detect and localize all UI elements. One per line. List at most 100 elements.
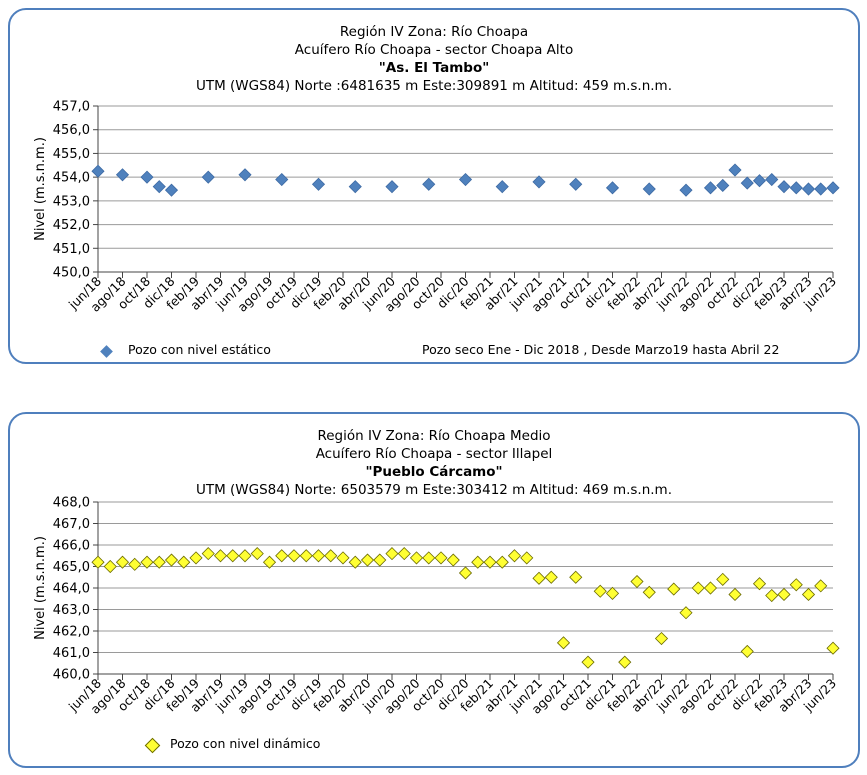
y-tick-label: 451,0 — [53, 242, 90, 257]
data-point — [495, 555, 509, 569]
y-tick-label: 461,0 — [53, 646, 90, 661]
data-point — [91, 164, 105, 178]
y-axis-label: Nivel (m.s.n.m.) — [33, 137, 48, 241]
chart-panel-pueblo-carcamo: Región IV Zona: Río Choapa Medio Acuífer… — [8, 412, 860, 768]
data-point — [826, 641, 840, 655]
data-point — [201, 547, 215, 561]
data-point — [728, 587, 742, 602]
data-point — [495, 180, 509, 194]
chart-header-region: Región IV Zona: Río Choapa — [339, 24, 529, 40]
data-point — [177, 555, 191, 569]
data-point — [679, 183, 693, 197]
data-point — [250, 547, 264, 561]
data-point — [532, 175, 546, 189]
data-point — [140, 555, 154, 569]
chart-plot-el-tambo: 450,0 451,0 452,0 453,0 454,0 455,0 456,0 457,0… — [33, 100, 840, 315]
data-point — [777, 587, 791, 602]
data-point — [397, 547, 411, 561]
y-axis-label: Nivel (m.s.n.m.) — [33, 536, 48, 640]
data-point — [275, 549, 289, 563]
data-point — [679, 606, 693, 620]
data-point — [140, 170, 154, 184]
data-point — [299, 549, 313, 563]
chart-title: "Pueblo Cárcamo" — [365, 464, 503, 480]
data-point — [691, 581, 705, 595]
data-point — [152, 555, 166, 569]
y-tick-label: 454,0 — [53, 171, 90, 186]
data-point — [287, 549, 301, 563]
data-point — [507, 549, 522, 563]
y-tick-label: 457,0 — [53, 100, 90, 115]
data-point — [593, 584, 607, 598]
data-point — [164, 183, 179, 197]
data-point — [360, 553, 375, 567]
chart-header-utm: UTM (WGS84) Norte :6481635 m Este:309891… — [195, 78, 673, 94]
data-point — [703, 181, 718, 195]
data-point — [213, 549, 228, 563]
data-point — [752, 174, 767, 188]
data-point — [740, 176, 754, 190]
data-point — [128, 557, 142, 571]
data-point — [201, 170, 215, 184]
data-point — [164, 553, 179, 567]
data-point — [826, 181, 840, 195]
y-tick-label: 452,0 — [53, 218, 90, 233]
data-point — [458, 172, 473, 187]
data-point — [581, 655, 595, 669]
y-tick-label: 453,0 — [53, 194, 90, 209]
data-point — [765, 588, 779, 603]
chart-header-region: Región IV Zona: Río Choapa Medio — [317, 428, 551, 444]
y-tick-label: 455,0 — [53, 147, 90, 162]
chart-header-utm: UTM (WGS84) Norte: 6503579 m Este:303412… — [195, 482, 673, 498]
data-point — [385, 547, 399, 561]
y-tick-label: 463,0 — [53, 603, 90, 618]
data-point — [703, 581, 718, 595]
data-point — [765, 172, 779, 187]
data-point — [311, 177, 326, 191]
data-point — [740, 644, 754, 658]
data-point — [630, 574, 644, 589]
data-point — [152, 180, 166, 194]
data-point — [569, 177, 583, 191]
data-point — [409, 551, 424, 565]
legend-label: Pozo con nivel estático — [128, 342, 271, 357]
data-point — [642, 585, 656, 599]
data-point — [777, 180, 791, 194]
data-point — [789, 578, 803, 592]
data-point — [814, 182, 828, 196]
y-tick-label: 464,0 — [53, 582, 90, 597]
data-point — [667, 582, 681, 596]
chart-title: "As. El Tambo" — [378, 60, 490, 76]
data-point — [801, 182, 816, 196]
y-tick-label: 450,0 — [53, 266, 90, 281]
data-point — [336, 551, 350, 565]
y-tick-label: 462,0 — [53, 625, 90, 640]
y-tick-label: 460,0 — [53, 668, 90, 683]
data-point — [446, 553, 460, 567]
data-point — [385, 180, 399, 194]
data-point — [716, 178, 730, 193]
data-point — [324, 549, 338, 563]
data-point — [275, 172, 289, 187]
data-point — [605, 586, 620, 600]
data-point — [642, 182, 656, 196]
data-point — [716, 572, 730, 586]
chart-header-aquifer: Acuífero Río Choapa - sector Illapel — [315, 446, 553, 462]
data-point — [752, 577, 767, 591]
chart-panel-el-tambo: Región IV Zona: Río Choapa Acuífero Río … — [8, 8, 860, 364]
data-point — [483, 555, 497, 569]
data-point — [654, 631, 669, 646]
y-tick-label: 456,0 — [53, 123, 90, 138]
data-point — [103, 559, 117, 574]
y-tick-label: 465,0 — [53, 560, 90, 575]
data-point — [348, 180, 362, 194]
data-point — [238, 168, 252, 182]
data-point — [91, 555, 105, 569]
data-point — [801, 587, 816, 602]
chart-plot-pueblo-carcamo: 460,0 461,0 462,0 463,0 464,0 465,0 466,0 467,0… — [33, 496, 840, 717]
data-point — [520, 551, 534, 565]
y-tick-label: 466,0 — [53, 539, 90, 554]
data-point — [115, 168, 130, 182]
data-point — [422, 551, 436, 565]
data-point — [422, 177, 436, 191]
